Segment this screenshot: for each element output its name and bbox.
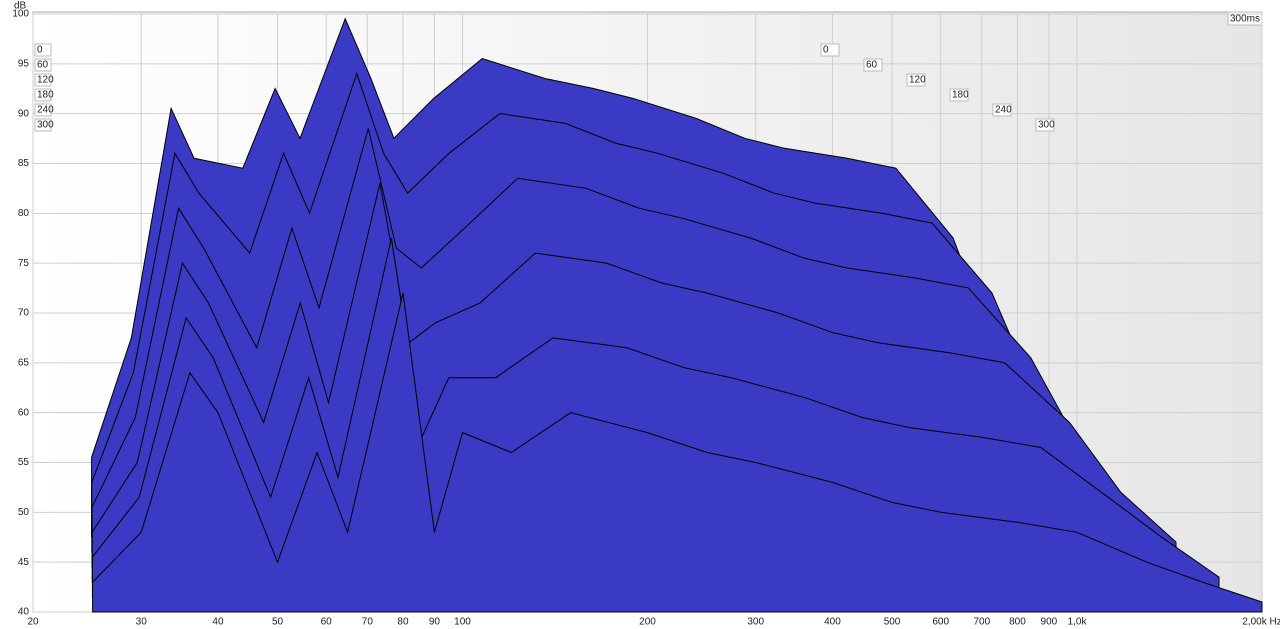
time-tag	[906, 73, 926, 87]
slice	[92, 292, 1263, 613]
x-tick-label: 60	[321, 617, 333, 628]
time-slice-label: 60	[37, 60, 49, 71]
time-slice-label: 240	[37, 105, 54, 116]
time-slice-label: 180	[37, 90, 54, 101]
time-tag	[1035, 118, 1055, 132]
time-tag	[992, 103, 1012, 117]
x-tick-label: 800	[1009, 617, 1026, 628]
x-tick-label: 700	[973, 617, 990, 628]
x-tick-label: 900	[1041, 617, 1058, 628]
y-tick-label: 70	[18, 308, 30, 319]
x-tick-label: 30	[136, 617, 148, 628]
y-tick-label: 50	[18, 507, 30, 518]
time-slice-label: 300	[37, 120, 54, 131]
time-tag	[34, 43, 52, 57]
time-slice-label: 0	[823, 45, 829, 56]
y-tick-label: 95	[18, 58, 30, 69]
time-tag	[34, 118, 52, 132]
time-tag	[863, 58, 883, 72]
x-tick-label: 50	[272, 617, 284, 628]
x-tick-label: 300	[747, 617, 764, 628]
y-tick-label: 75	[18, 258, 30, 269]
x-tick-label: 80	[397, 617, 409, 628]
time-slice-label: 0	[37, 45, 43, 56]
time-slice-label: 120	[37, 75, 54, 86]
x-tick-label: 1,0k	[1068, 617, 1088, 628]
x-tick-label: 2,00k Hz	[1242, 617, 1280, 628]
time-tag	[820, 43, 840, 57]
x-tick-label: 40	[212, 617, 224, 628]
time-slice-label: 120	[909, 75, 926, 86]
time-label: 300ms	[1230, 14, 1260, 25]
y-tick-label: 40	[18, 607, 30, 618]
x-tick-label: 600	[932, 617, 949, 628]
time-tag	[34, 103, 52, 117]
time-slice-label: 300	[1038, 120, 1055, 131]
x-tick-label: 500	[884, 617, 901, 628]
time-tag	[34, 58, 52, 72]
y-axis-label: dB	[14, 1, 27, 12]
y-tick-label: 100	[12, 9, 29, 20]
x-tick-label: 20	[27, 617, 39, 628]
y-tick-label: 90	[18, 108, 30, 119]
time-tag	[949, 88, 969, 102]
y-tick-label: 45	[18, 557, 30, 568]
y-tick-label: 65	[18, 357, 30, 368]
x-tick-label: 200	[639, 617, 656, 628]
x-tick-label: 70	[362, 617, 374, 628]
y-tick-label: 80	[18, 208, 30, 219]
x-tick-label: 90	[429, 617, 441, 628]
time-slice-label: 60	[866, 60, 878, 71]
y-tick-label: 60	[18, 407, 30, 418]
x-tick-label: 100	[454, 617, 471, 628]
y-tick-label: 55	[18, 457, 30, 468]
y-tick-label: 85	[18, 158, 30, 169]
time-tag	[34, 73, 52, 87]
time-slice-label: 240	[995, 105, 1012, 116]
time-tag	[34, 88, 52, 102]
x-tick-label: 400	[824, 617, 841, 628]
time-slice-label: 180	[952, 90, 969, 101]
